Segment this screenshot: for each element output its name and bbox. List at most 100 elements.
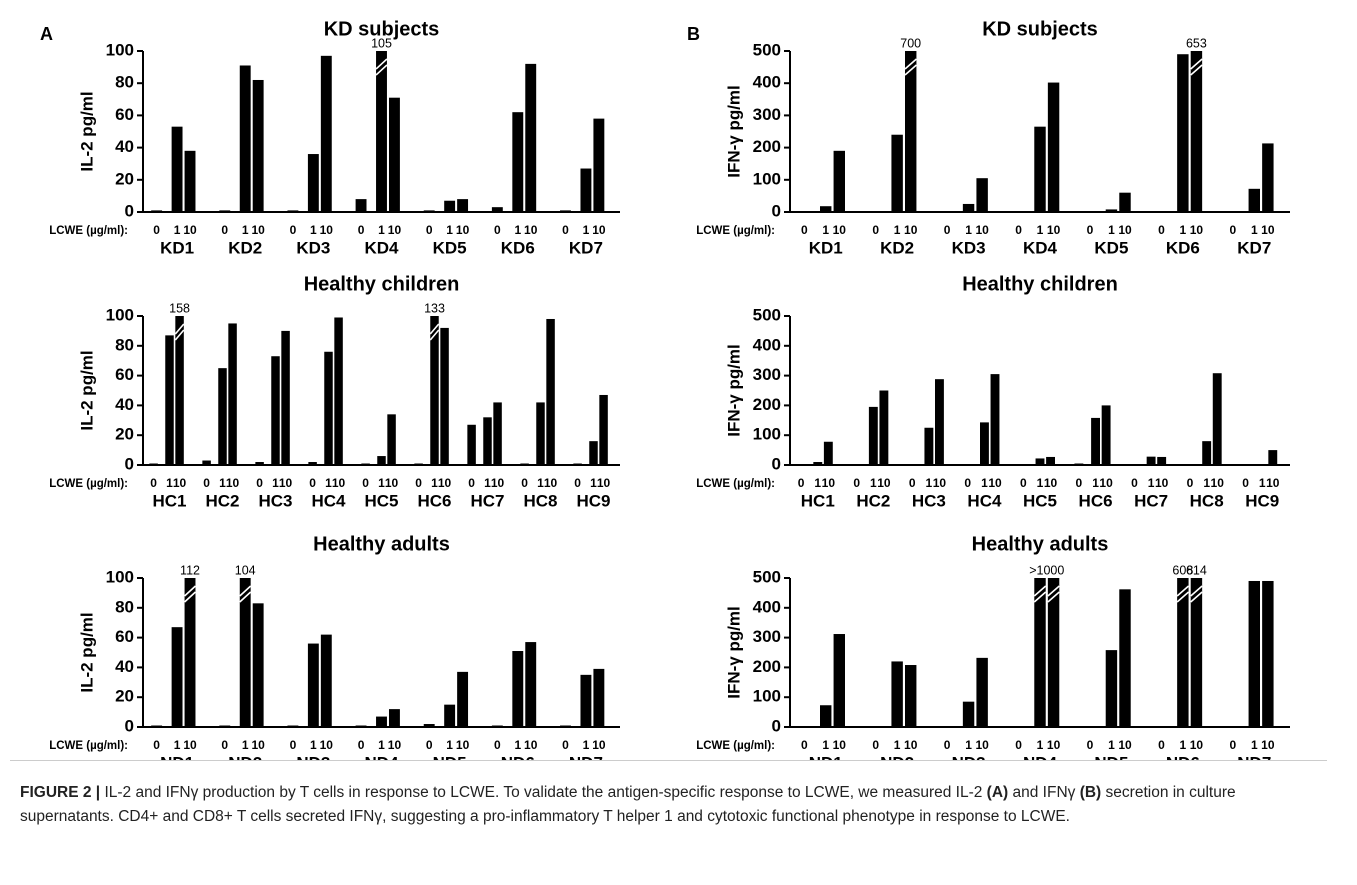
bar: [1155, 211, 1168, 212]
y-tick-label: 20: [115, 425, 134, 444]
caption-text: and IFNγ: [1008, 784, 1080, 801]
dose-label: 0: [1076, 476, 1083, 490]
bar: [525, 642, 537, 727]
x-tick-label: KD4: [364, 238, 399, 257]
y-tick-label: 0: [772, 454, 781, 473]
bar: [255, 462, 264, 465]
dose-label: 1: [1203, 476, 1210, 490]
dose-label: 0: [801, 223, 808, 237]
break-mark: [1190, 64, 1203, 76]
dose-label: 10: [320, 223, 334, 237]
dose-label: 10: [385, 476, 399, 490]
bar: [924, 427, 934, 465]
y-tick-label: 100: [753, 425, 781, 444]
x-tick-label: HC6: [1079, 491, 1113, 510]
break-mark: [1190, 585, 1203, 597]
bar: [1034, 578, 1046, 727]
y-tick-label: 60: [115, 365, 134, 384]
bar: [560, 210, 571, 212]
bar: [512, 651, 524, 727]
bar: [457, 199, 469, 212]
bar: [219, 725, 231, 727]
y-axis-label: IL-2 pg/ml: [77, 91, 96, 171]
x-tick-label: HC6: [417, 491, 451, 510]
x-tick-label: ND3: [296, 753, 330, 760]
y-tick-label: 20: [115, 169, 134, 188]
bar: [1034, 126, 1046, 212]
x-tick-label: KD3: [296, 238, 330, 257]
dose-label: 0: [1087, 223, 1094, 237]
bar: [990, 374, 1000, 465]
bar: [307, 643, 319, 727]
dose-label: 10: [1261, 738, 1275, 752]
y-tick-label: 0: [125, 201, 134, 220]
bar: [1177, 54, 1189, 212]
dose-label: 10: [332, 476, 346, 490]
y-tick-label: 100: [753, 687, 781, 706]
chart-title: KD subjects: [324, 18, 440, 40]
dose-label: 10: [1099, 476, 1113, 490]
dose-label: 0: [203, 476, 210, 490]
x-tick-label: ND6: [1166, 753, 1200, 760]
dose-label: 1: [166, 476, 173, 490]
bar: [430, 316, 439, 465]
bar: [171, 627, 183, 727]
bar: [1227, 211, 1239, 212]
bar: [976, 657, 988, 727]
dose-label: 1: [1148, 476, 1155, 490]
x-tick-label: ND7: [569, 753, 603, 760]
bar: [1012, 726, 1025, 727]
x-axis-label: LCWE (µg/ml):: [696, 740, 775, 752]
bar: [1157, 456, 1167, 465]
value-label: 158: [169, 301, 190, 315]
x-tick-label: HC9: [576, 491, 610, 510]
x-tick-label: HC1: [801, 491, 835, 510]
break-mark: [239, 591, 252, 603]
y-tick-label: 500: [753, 567, 781, 586]
y-tick-label: 300: [753, 627, 781, 646]
x-tick-label: KD4: [1023, 238, 1058, 257]
x-tick-label: ND1: [160, 753, 194, 760]
bar: [820, 206, 832, 212]
dose-label: 1: [814, 476, 821, 490]
dose-label: 10: [1044, 476, 1058, 490]
bar: [165, 335, 174, 465]
y-tick-label: 0: [772, 716, 781, 735]
dose-label: 10: [173, 476, 187, 490]
y-axis-label: IFN-γ pg/ml: [724, 344, 743, 437]
bar: [905, 51, 917, 212]
dose-label: 0: [1087, 738, 1094, 752]
x-tick-label: HC5: [364, 491, 398, 510]
dose-label: 1: [310, 738, 317, 752]
caption: FIGURE 2 | IL-2 and IFNγ production by T…: [10, 760, 1327, 872]
dose-label: 10: [1047, 738, 1061, 752]
bar: [1105, 650, 1118, 727]
bar: [491, 725, 503, 727]
dose-label: 0: [1015, 738, 1022, 752]
bar: [941, 726, 953, 727]
bar: [376, 716, 387, 727]
panel-label: A: [40, 24, 53, 44]
dose-label: 10: [251, 738, 265, 752]
chart-title: KD subjects: [982, 18, 1098, 40]
bar: [1248, 580, 1260, 727]
x-tick-label: ND4: [1023, 753, 1058, 760]
dose-label: 10: [226, 476, 240, 490]
x-tick-label: HC2: [856, 491, 890, 510]
break-mark: [375, 64, 388, 76]
break-mark: [904, 64, 917, 76]
y-tick-label: 0: [125, 454, 134, 473]
y-tick-label: 100: [106, 305, 134, 324]
bar: [580, 674, 592, 727]
x-tick-label: KD5: [1094, 238, 1128, 257]
chart-title: Healthy adults: [313, 533, 450, 555]
bar: [377, 456, 386, 465]
bar: [573, 463, 582, 465]
dose-label: 0: [362, 476, 369, 490]
x-tick-label: HC2: [205, 491, 239, 510]
dose-label: 0: [494, 223, 501, 237]
dose-label: 0: [872, 223, 879, 237]
dose-label: 0: [1158, 223, 1165, 237]
bar: [1185, 464, 1195, 465]
